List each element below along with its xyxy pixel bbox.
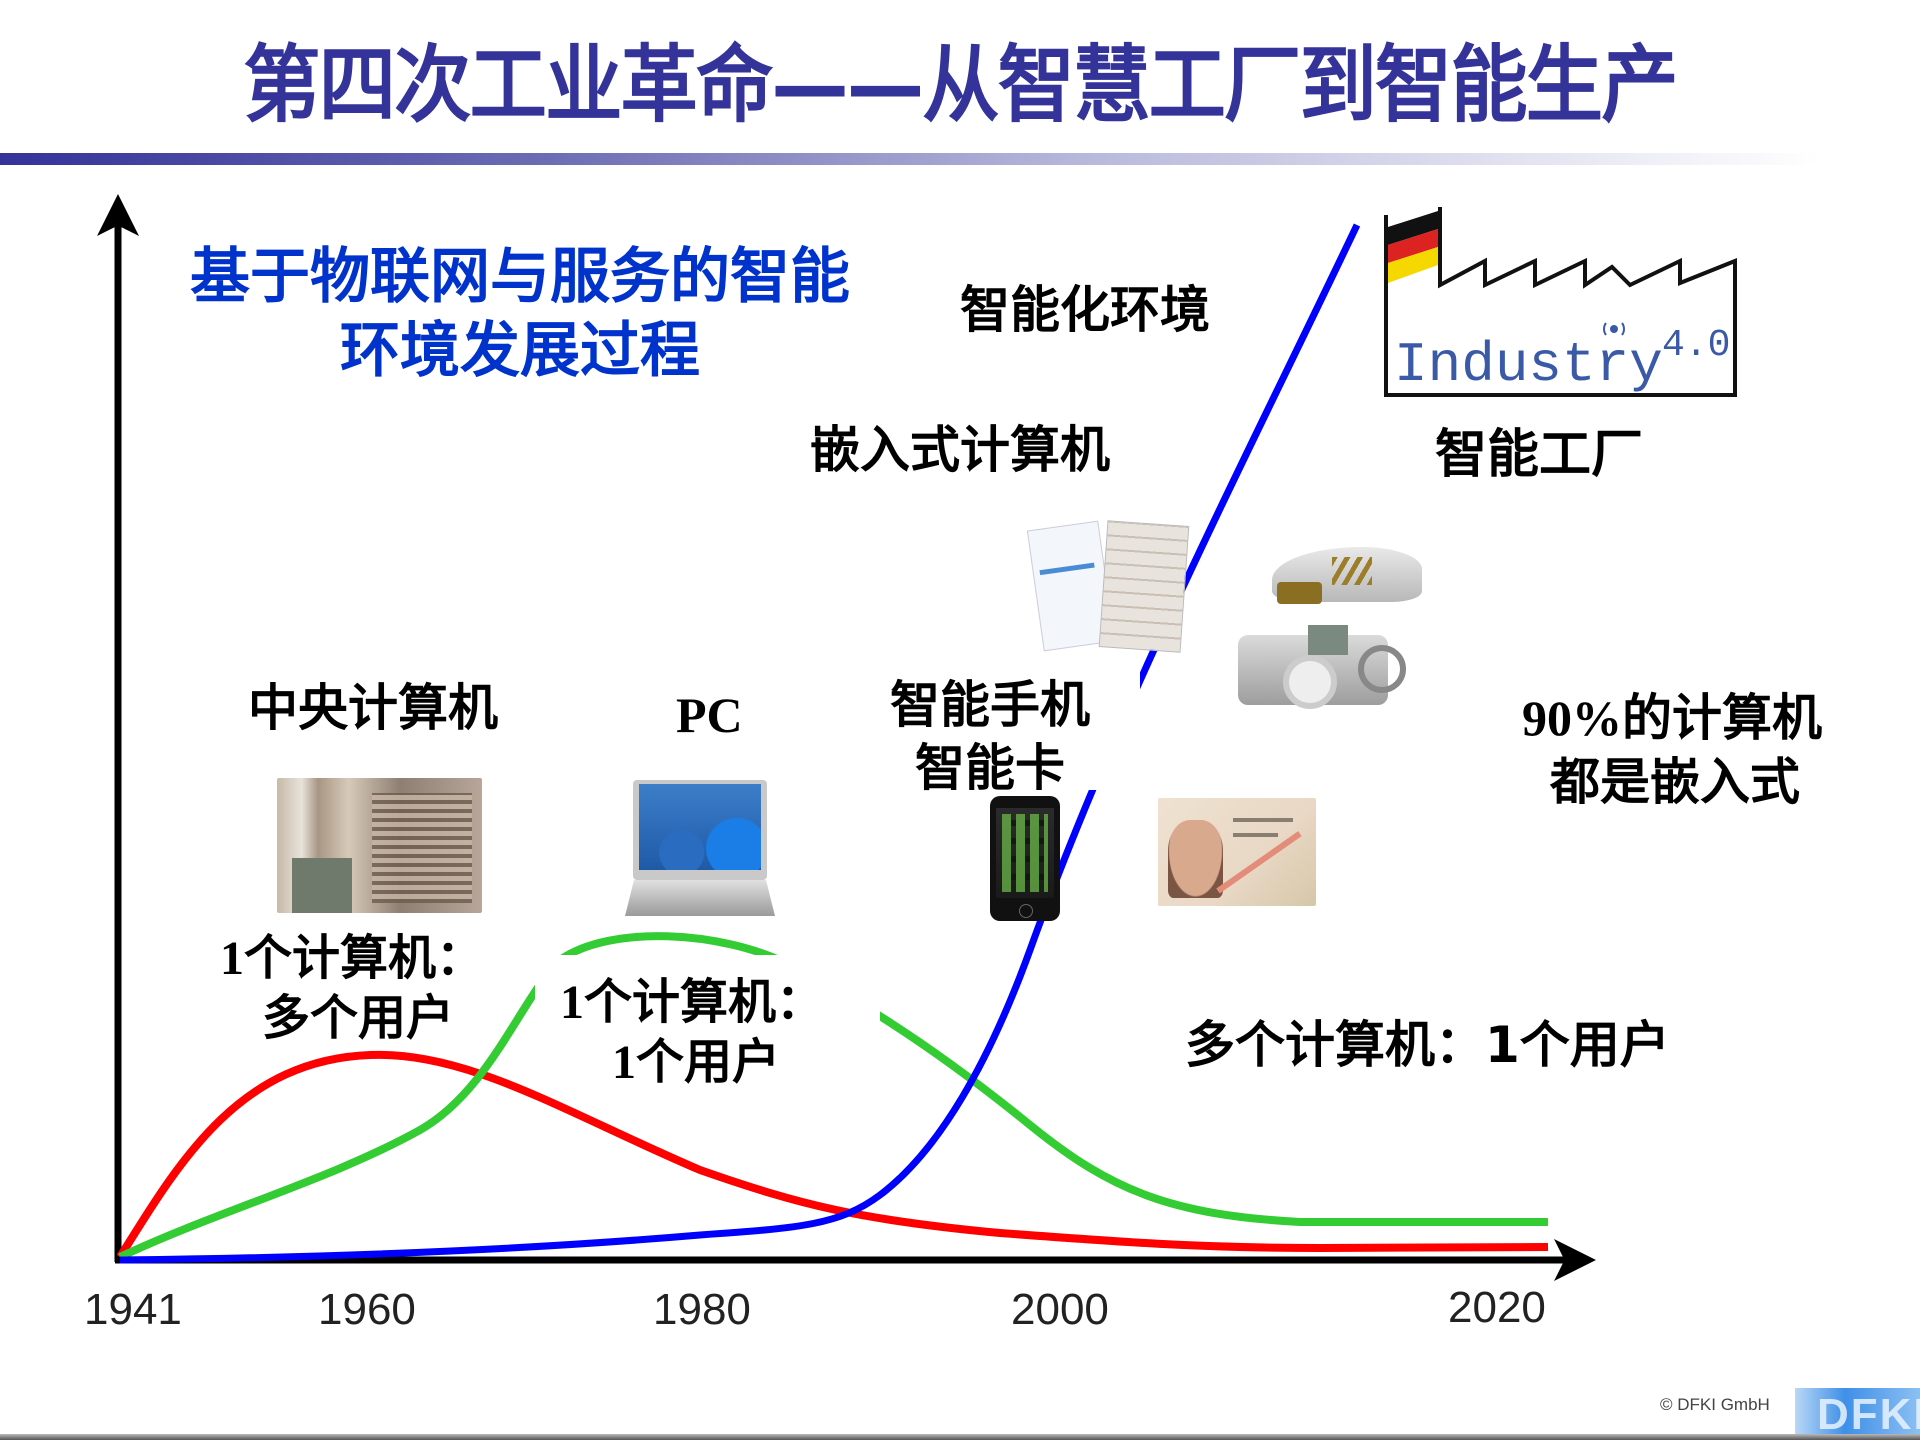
- electronic-id-card-photo: [1158, 798, 1316, 906]
- sneaker-stripes: [1332, 557, 1372, 585]
- x-tick-1960: 1960: [318, 1285, 416, 1334]
- robot-car-photo: [1218, 615, 1408, 735]
- smartphone-label-backdrop: [880, 660, 1140, 790]
- label-smart-card: 智能卡: [915, 739, 1065, 797]
- label-smartphone: 智能手机: [890, 676, 1090, 734]
- wireless-icon: [1603, 322, 1625, 336]
- x-tick-2020: 2020: [1448, 1283, 1546, 1332]
- rfid-label-sheet-photo: [1026, 515, 1190, 655]
- flag-black-stripe: [1388, 211, 1438, 245]
- label-mainframe-ratio-line1: 1个计算机：: [220, 932, 485, 985]
- rfid-sheet-labels: [1098, 520, 1190, 653]
- laptop-keyboard: [625, 880, 775, 916]
- flag-yellow-stripe: [1388, 247, 1438, 283]
- mainframe-rack: [372, 793, 472, 903]
- id-card-diagonal-stripe: [1216, 831, 1302, 894]
- label-intelligent-environment: 智能化环境: [960, 281, 1210, 339]
- smartphone-home-button: [1019, 904, 1033, 918]
- copyright-text: © DFKI GmbH: [1660, 1395, 1770, 1414]
- label-embedded-ratio: 多个计算机：1个用户: [1185, 1016, 1670, 1074]
- industry-logo-text: Industry: [1394, 333, 1663, 397]
- robot-car-circuit-board: [1308, 625, 1348, 655]
- label-embedded-computer: 嵌入式计算机: [810, 421, 1110, 479]
- industry-4-0-logo: Industry 4.0: [1384, 207, 1737, 397]
- label-mainframe: 中央计算机: [248, 679, 498, 737]
- laptop-photo: [625, 780, 775, 925]
- robot-car-rear-wheel: [1358, 645, 1406, 693]
- x-tick-1980: 1980: [653, 1285, 751, 1334]
- smartphone-screen: [996, 808, 1054, 898]
- flag-red-stripe: [1388, 229, 1438, 263]
- slide-title: 第四次工业革命——从智慧工厂到智能生产: [243, 36, 1678, 134]
- title-underline-gradient: [0, 153, 1820, 165]
- label-pc-ratio-line2: 1个用户: [612, 1036, 781, 1089]
- label-pc-ratio-line1: 1个计算机：: [560, 976, 825, 1029]
- laptop-lid: [633, 780, 767, 880]
- mainframe-computer-photo: [277, 778, 482, 913]
- x-tick-2000: 2000: [1011, 1285, 1109, 1334]
- smart-sneaker-photo: [1272, 522, 1432, 612]
- series-mainframe-curve: [116, 1050, 1549, 1260]
- chart-subtitle: 基于物联网与服务的智能 环境发展过程: [150, 240, 890, 388]
- footer-divider: [0, 1434, 1920, 1440]
- label-smart-factory: 智能工厂: [1435, 425, 1644, 485]
- id-card-portrait: [1168, 820, 1223, 898]
- sneaker-heel: [1277, 582, 1322, 604]
- chart-subtitle-line1: 基于物联网与服务的智能: [190, 242, 850, 312]
- dfki-logo: DFKI: [1795, 1388, 1920, 1439]
- label-embedded-share-line2: 都是嵌入式: [1550, 753, 1800, 811]
- laptop-screen: [639, 784, 761, 870]
- pc-ratio-label-backdrop: [535, 955, 880, 1085]
- smartphone-photo: [990, 796, 1060, 921]
- dfki-logo-text: DFKI: [1817, 1390, 1920, 1439]
- robot-car-front-wheel: [1283, 655, 1337, 709]
- label-embedded-share-line1: 90%的计算机: [1522, 690, 1822, 746]
- chart-subtitle-line2: 环境发展过程: [340, 316, 700, 386]
- label-mainframe-ratio-line2: 多个用户: [262, 990, 455, 1046]
- series-pc-curve: [118, 932, 1548, 1261]
- x-tick-1941: 1941: [84, 1285, 182, 1334]
- label-pc: PC: [676, 687, 743, 743]
- mainframe-console: [292, 858, 352, 913]
- industry-logo-version: 4.0: [1662, 324, 1730, 367]
